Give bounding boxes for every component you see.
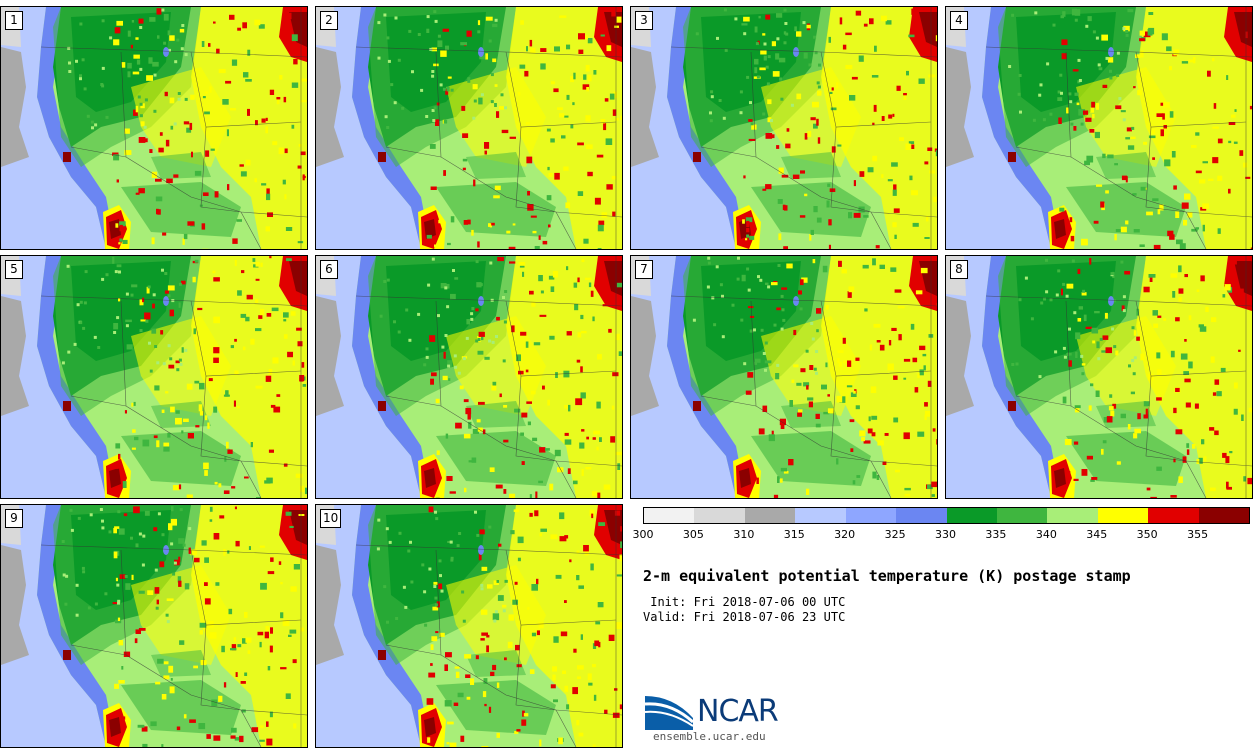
colorbar-segment [896, 508, 946, 523]
member-map [631, 256, 937, 498]
colorbar-segment [1098, 508, 1148, 523]
logo-url: ensemble.ucar.edu [653, 730, 766, 743]
member-number-label: 8 [950, 260, 968, 279]
member-number-label: 5 [5, 260, 23, 279]
member-panel: 8 [945, 255, 1253, 499]
init-time: Init: Fri 2018-07-06 00 UTC [643, 595, 845, 609]
ncar-swoosh-icon [643, 690, 695, 732]
member-map [1, 7, 307, 249]
member-panel: 5 [0, 255, 308, 499]
member-number-label: 2 [320, 11, 338, 30]
colorbar-tick-label: 345 [1086, 528, 1107, 541]
member-panel: 1 [0, 6, 308, 250]
member-panel: 4 [945, 6, 1253, 250]
member-panel: 2 [315, 6, 623, 250]
member-panel: 10 [315, 504, 623, 748]
colorbar-tick-label: 300 [633, 528, 654, 541]
member-map [946, 7, 1252, 249]
colorbar-tick-label: 335 [985, 528, 1006, 541]
member-map [316, 256, 622, 498]
member-number-label: 10 [320, 509, 341, 528]
member-panel: 9 [0, 504, 308, 748]
colorbar-tick-label: 315 [784, 528, 805, 541]
colorbar-segment [846, 508, 896, 523]
member-number-label: 9 [5, 509, 23, 528]
member-number-label: 1 [5, 11, 23, 30]
member-map [316, 505, 622, 747]
colorbar-segment [947, 508, 997, 523]
member-panel: 6 [315, 255, 623, 499]
colorbar-tick-label: 310 [733, 528, 754, 541]
member-number-label: 4 [950, 11, 968, 30]
colorbar-tick-label: 330 [935, 528, 956, 541]
colorbar-tick-label: 355 [1187, 528, 1208, 541]
colorbar-segment [745, 508, 795, 523]
colorbar-tick-label: 320 [834, 528, 855, 541]
member-panel: 7 [630, 255, 938, 499]
member-map [1, 505, 307, 747]
member-number-label: 3 [635, 11, 653, 30]
member-map [631, 7, 937, 249]
member-map [316, 7, 622, 249]
member-panel: 3 [630, 6, 938, 250]
colorbar-segment [644, 508, 694, 523]
colorbar-tick-label: 305 [683, 528, 704, 541]
colorbar-segment [694, 508, 744, 523]
colorbar-tick-label: 340 [1036, 528, 1057, 541]
logo-wordmark: NCAR [697, 694, 778, 729]
colorbar-tick-label: 350 [1137, 528, 1158, 541]
ncar-logo: NCAR ensemble.ucar.edu [643, 690, 803, 746]
member-number-label: 6 [320, 260, 338, 279]
member-map [946, 256, 1252, 498]
valid-time: Valid: Fri 2018-07-06 23 UTC [643, 610, 845, 624]
colorbar-segment [997, 508, 1047, 523]
member-map [1, 256, 307, 498]
member-number-label: 7 [635, 260, 653, 279]
colorbar-segment [1148, 508, 1198, 523]
colorbar [643, 507, 1250, 524]
map-title: 2-m equivalent potential temperature (K)… [643, 567, 1131, 585]
colorbar-segment [1047, 508, 1097, 523]
colorbar-tick-label: 325 [885, 528, 906, 541]
colorbar-segment [795, 508, 845, 523]
colorbar-segment [1199, 508, 1249, 523]
